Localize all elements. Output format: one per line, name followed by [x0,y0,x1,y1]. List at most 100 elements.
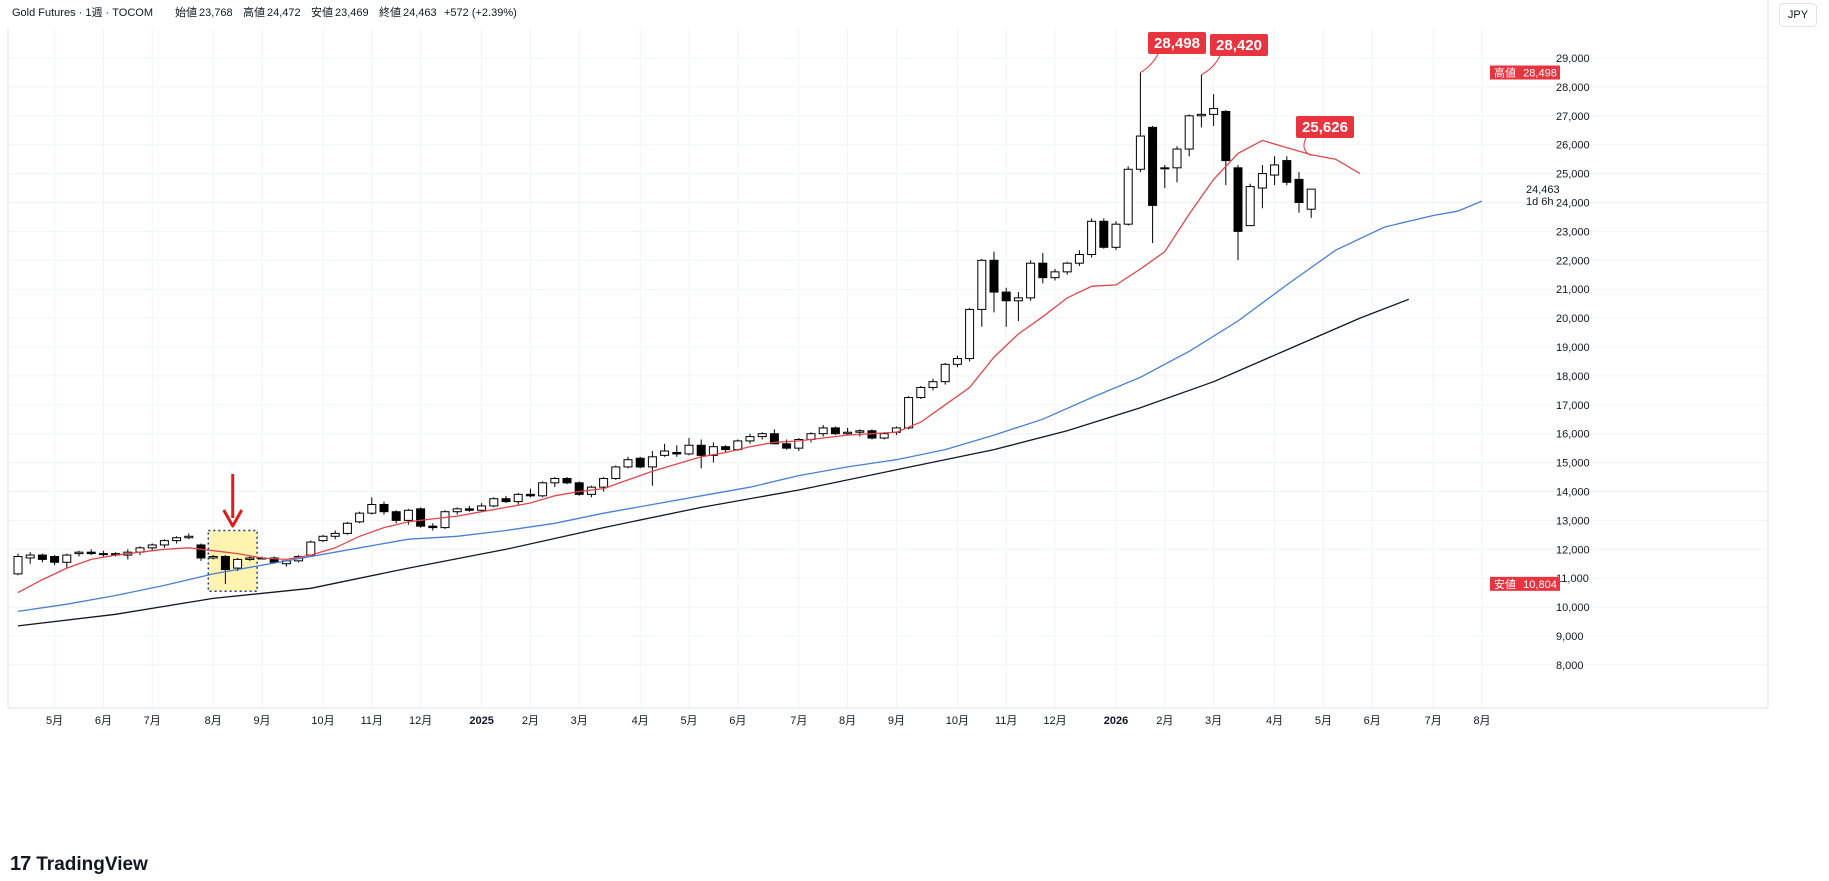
header-low-value: 23,469 [335,7,369,19]
badge-value-bg [1520,65,1560,80]
callout-high-2-label: 28,420 [1216,37,1262,54]
candle-body [1062,262,1072,273]
candle-body [538,482,548,497]
candle-body [1172,148,1182,169]
candle-body [306,541,316,556]
header-close-label: 終値 [379,5,401,19]
candle-body [1196,113,1206,117]
candle-body [74,551,84,555]
annotations: 28,498 28,420 25,626 [222,32,1354,528]
time-tick-label: 6月 [95,715,112,727]
time-tick-label: 8月 [205,715,222,727]
price-tick-label: 19,000 [1556,342,1590,354]
price-tick-label: 29,000 [1556,53,1590,65]
time-tick-label: 4月 [1266,715,1283,727]
price-axis[interactable]: 8,000 9,000 10,000 11,000 12,000 13,000 14,000… [1490,53,1590,672]
time-axis[interactable]: 5月 6月 7月 8月 9月 10月 11月 12月 2025 2月 3月 4月 5月 6月 7月 8月 9月 1… [46,715,1491,727]
highlight-layer [207,529,258,592]
candle-body [318,535,328,542]
time-tick-label: 11月 [995,715,1017,727]
price-tick-label: 18,000 [1556,371,1590,383]
price-tick-label: 24,000 [1556,198,1590,210]
candle-body [416,508,426,527]
price-tick-label: 27,000 [1556,111,1590,123]
time-tick-label: 9月 [888,715,905,727]
candle-body [708,446,718,456]
price-tick-label: 8,000 [1556,660,1584,672]
candle-body [879,433,889,439]
candle-body [989,259,999,293]
header-open-value: 23,768 [199,7,233,19]
candle-body [1050,271,1060,279]
candle-body [13,556,23,575]
ma-mid-line [17,200,1483,613]
badge-value-bg [1520,576,1560,591]
time-tick-label: 6月 [729,715,746,727]
callout-high-3-label: 25,626 [1302,119,1348,136]
price-tick-label: 12,000 [1556,544,1590,556]
header-ohlc: 始値 23,768 高値 24,472 安値 23,469 終値 24,463 … [175,5,517,19]
time-tick-label: 3月 [1205,715,1222,727]
time-tick-label: 4月 [632,715,649,727]
badge-label: 安値 [1494,577,1516,591]
candle-body [342,522,352,534]
candle-body [379,503,389,513]
candle-body [330,532,340,537]
candle-body [916,386,926,399]
candle-body [62,554,72,563]
candle-body [721,446,731,451]
candle-body [489,498,499,507]
badge-label: 高値 [1494,66,1516,80]
header-change: +572 (+2.39%) [444,7,517,19]
time-tick-label: 7月 [1425,715,1442,727]
candle-body [1038,262,1048,279]
time-tick-label: 10月 [946,715,969,727]
callout-high-1-box [1148,32,1206,54]
price-tick-label: 21,000 [1556,284,1590,296]
candle-body [1111,223,1121,248]
badge-label-bg [1490,65,1520,80]
candle-body [1184,115,1194,150]
currency-button[interactable]: JPY [1779,3,1817,27]
time-tick-label: 7月 [790,715,807,727]
candle-body [1135,135,1145,170]
time-tick-label: 12月 [409,715,432,727]
time-tick-label: 5月 [680,715,697,727]
candle-body [245,557,255,560]
callout-high-1-label: 28,498 [1154,35,1200,52]
candle-body [696,444,706,456]
candle-body [1306,188,1316,210]
candle-body [635,457,645,468]
countdown-label: 1d 6h [1526,196,1554,208]
candle-body [1026,262,1036,299]
candle-body [172,537,182,542]
price-tick-label: 25,000 [1556,169,1590,181]
time-tick-label: 5月 [1315,715,1332,727]
candle-body [843,431,853,435]
candle-body [562,477,572,484]
time-tick-label: 3月 [571,715,588,727]
header-high-label: 高値 [243,5,265,19]
tradingview-logo[interactable]: 17 TradingView [10,853,148,876]
candle-body [1099,220,1109,248]
ma-short-line [17,139,1361,594]
callout-high-2-connector [1201,55,1221,76]
candle-body [757,433,767,438]
candle-body [940,363,950,383]
price-tick-label: 22,000 [1556,255,1590,267]
time-tick-label: 7月 [144,715,161,727]
header-symbol[interactable]: Gold Futures · 1週 · TOCOM [12,6,153,19]
candle-body [1001,291,1011,302]
candle-body [147,544,157,549]
price-tick-label: 13,000 [1556,515,1590,527]
callout-high-3-box [1296,116,1354,138]
candle-body [672,451,682,455]
candle-body [1282,160,1292,183]
candle-body [599,477,609,488]
candle-body [477,505,487,511]
candle-body [159,540,169,546]
candle-body [1087,220,1097,256]
candle-body [1148,126,1158,206]
candle-body [220,556,230,571]
